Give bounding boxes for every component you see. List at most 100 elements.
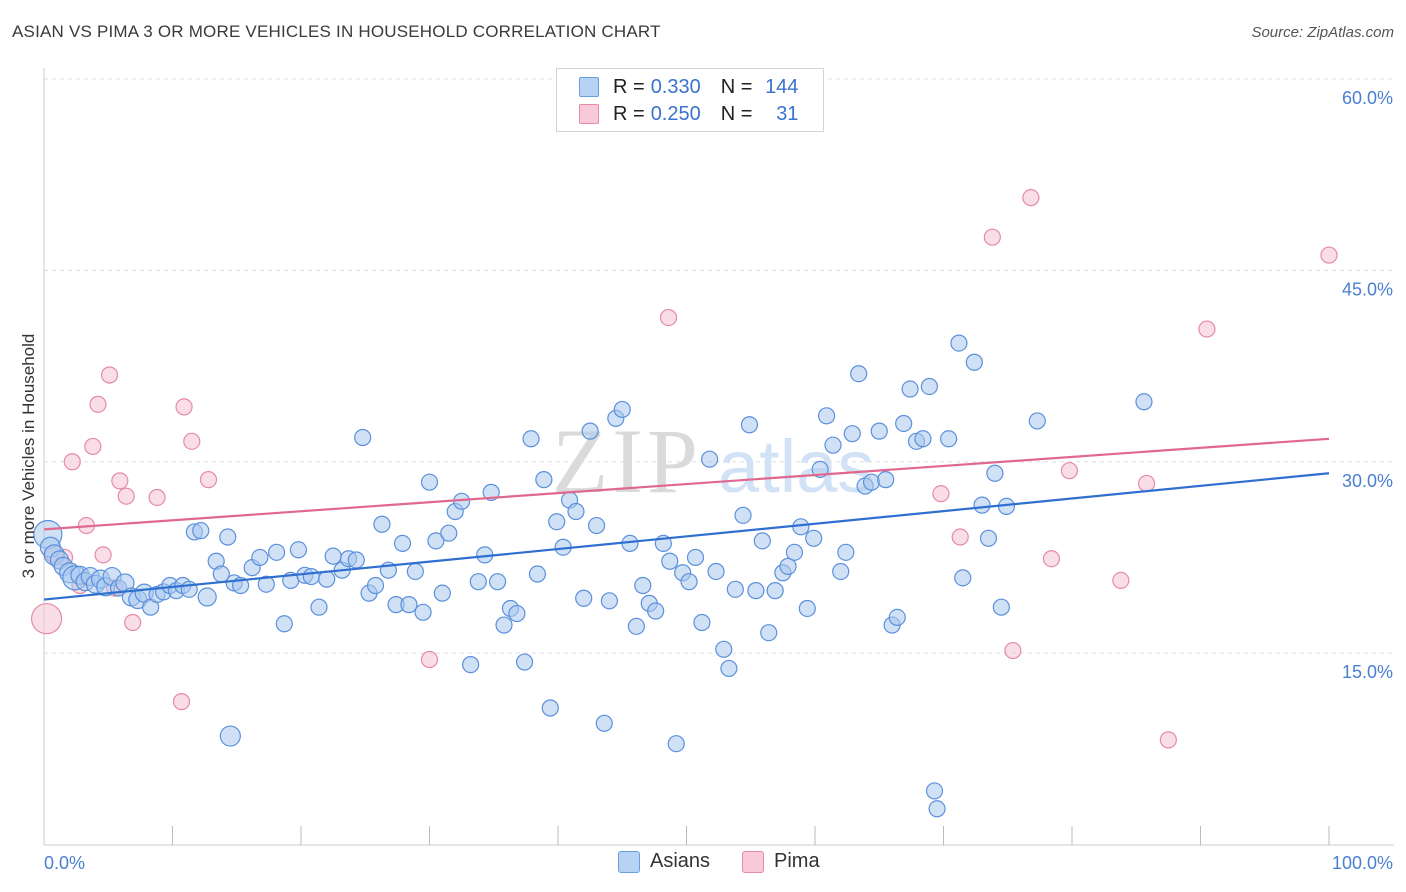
asian-point <box>462 656 480 674</box>
y-tick-label: 60.0% <box>1342 88 1393 108</box>
asian-point <box>928 800 946 818</box>
asian-point <box>798 599 816 618</box>
trend-lines <box>43 437 1330 601</box>
pima-point <box>111 472 129 490</box>
asian-point <box>354 428 372 447</box>
pima-point <box>1159 731 1177 749</box>
asian-point <box>541 699 559 717</box>
asian-point <box>925 782 944 800</box>
pima-point <box>63 453 81 471</box>
asian-point <box>877 471 895 489</box>
asian-point <box>257 575 275 593</box>
pima-point <box>1042 550 1061 568</box>
asian-point <box>965 353 983 371</box>
asian-point <box>832 562 850 581</box>
asian-point <box>427 532 445 550</box>
tick-labels: 15.0% 30.0% 45.0% 60.0% 0.0% 100.0% <box>44 88 1393 873</box>
source-label: Source: ZipAtlas.com <box>1251 24 1394 41</box>
pima-legend-swatch <box>742 850 764 873</box>
y-tick-label: 30.0% <box>1342 471 1393 491</box>
asian-point <box>686 548 705 567</box>
n-label: N = <box>720 75 753 98</box>
asian-point <box>753 532 771 550</box>
asian-point <box>693 613 711 632</box>
legend-row-asians: R = 0.330 N = 144 <box>579 74 798 100</box>
asian-point <box>870 422 888 440</box>
asian-point <box>267 543 286 561</box>
legend-item-pima[interactable]: Pima <box>742 850 820 873</box>
pima-point <box>89 395 107 413</box>
pima-point <box>951 528 969 546</box>
r-label: R = <box>613 102 645 125</box>
pima-n-value: 31 <box>776 102 799 125</box>
asian-point <box>634 576 652 595</box>
pima-point <box>1137 474 1156 493</box>
asian-point <box>715 640 733 658</box>
pima-point <box>983 228 1001 246</box>
asian-point <box>1135 393 1153 411</box>
asian-point <box>888 608 906 627</box>
chart-title: ASIAN VS PIMA 3 OR MORE VEHICLES IN HOUS… <box>12 22 661 41</box>
asian-point <box>895 414 913 433</box>
asian-point <box>862 473 881 491</box>
asian-point <box>979 529 998 547</box>
asian-point <box>817 407 836 425</box>
asian-point <box>600 592 619 610</box>
asian-point <box>489 573 507 591</box>
asian-point <box>528 565 547 583</box>
pima-point <box>84 437 102 456</box>
asian-point <box>837 543 855 561</box>
pima-point <box>1022 189 1040 207</box>
asian-point <box>406 562 424 581</box>
asian-point <box>219 528 237 546</box>
asian-point <box>720 659 738 678</box>
r-label: R = <box>613 75 645 98</box>
asian-point <box>747 582 765 600</box>
asian-point <box>393 534 412 553</box>
asian-point <box>548 513 566 531</box>
pima-point <box>172 693 191 711</box>
pima-point <box>124 613 142 632</box>
x-tick-label: 100.0% <box>1332 853 1393 873</box>
asian-point <box>567 502 585 521</box>
pima-point <box>175 398 193 416</box>
legend: R = 0.330 N = 144 R = 0.250 N = 31 <box>556 68 824 132</box>
legend-item-asians[interactable]: Asians <box>618 850 710 873</box>
n-label: N = <box>720 102 753 125</box>
pima-point <box>932 485 950 503</box>
asian-point <box>575 589 593 607</box>
asian-point <box>595 714 613 732</box>
asian-point <box>366 576 385 595</box>
asian-point <box>219 725 241 747</box>
asian-point <box>302 567 320 586</box>
pima-points <box>30 189 1338 749</box>
pima-point <box>1320 246 1338 264</box>
asian-point <box>726 580 744 598</box>
asian-point <box>251 548 269 567</box>
legend-row-pima: R = 0.250 N = 31 <box>579 101 798 127</box>
asians-r-value: 0.330 <box>650 75 701 98</box>
pima-point <box>148 488 166 507</box>
pima-swatch <box>579 104 599 124</box>
asian-point <box>914 430 932 448</box>
asian-point <box>707 562 725 581</box>
asian-point <box>495 616 513 634</box>
asian-point <box>805 529 823 547</box>
asian-point <box>197 587 217 607</box>
asian-point <box>680 573 698 591</box>
asian-point <box>950 334 968 352</box>
pima-point <box>117 487 135 505</box>
pima-point <box>1004 641 1022 660</box>
asian-point <box>535 471 553 489</box>
asian-point <box>420 473 439 491</box>
asians-legend-swatch <box>618 850 640 873</box>
asian-point <box>661 552 679 570</box>
asian-point <box>850 365 868 383</box>
pima-point <box>94 546 112 564</box>
pima-r-value: 0.250 <box>650 102 701 125</box>
asian-point <box>740 416 759 434</box>
pima-point <box>183 432 201 450</box>
asian-point <box>414 603 432 621</box>
asians-swatch <box>579 77 599 97</box>
series-legend: Asians Pima <box>0 850 1406 878</box>
